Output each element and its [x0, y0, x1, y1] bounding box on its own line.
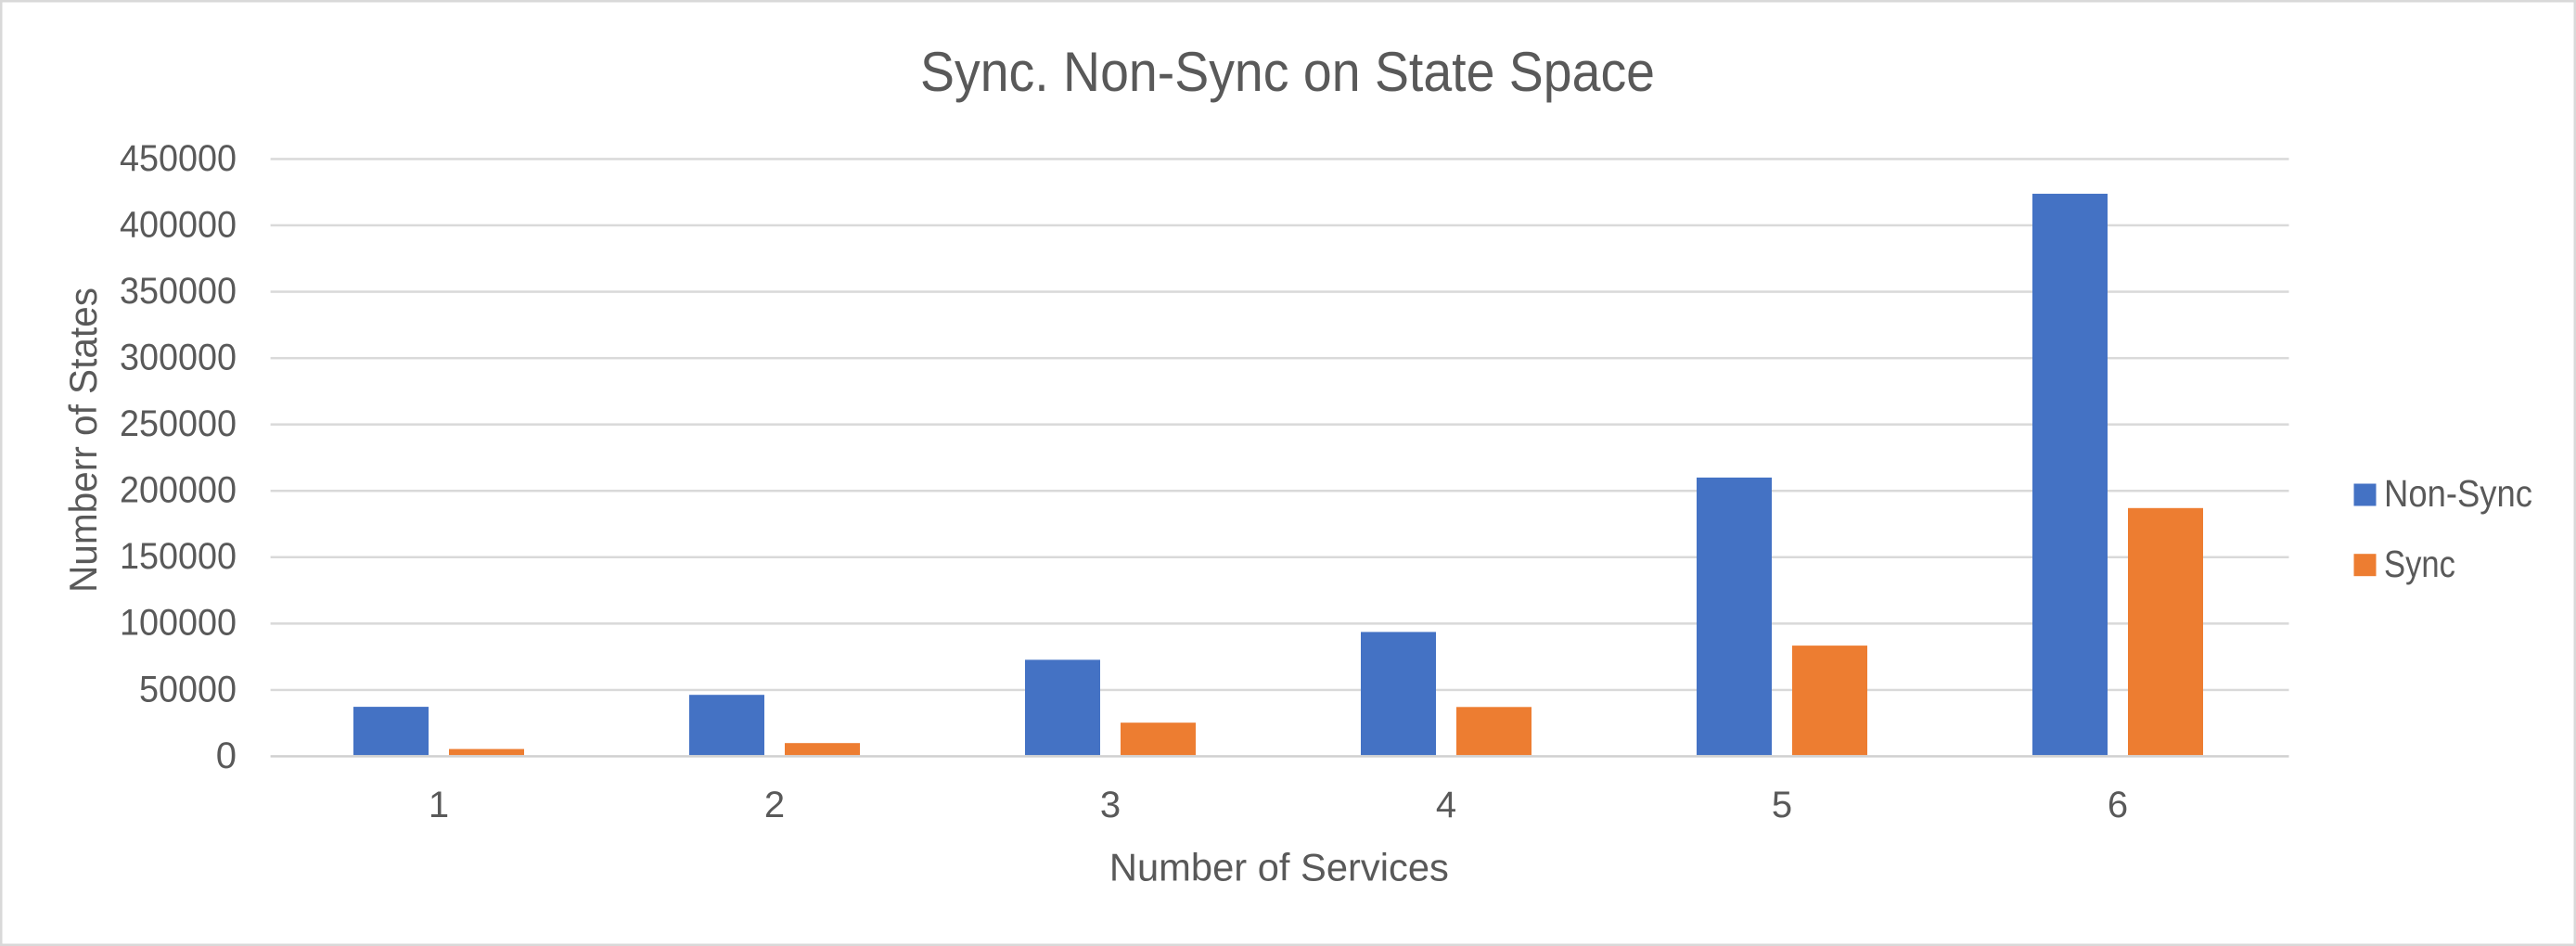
svg-text:100000: 100000: [120, 603, 237, 644]
svg-text:450000: 450000: [120, 138, 237, 179]
svg-text:300000: 300000: [120, 338, 237, 378]
svg-text:4: 4: [1436, 785, 1456, 825]
svg-text:50000: 50000: [139, 669, 237, 710]
svg-text:2: 2: [764, 785, 785, 825]
svg-text:Sync: Sync: [2384, 543, 2455, 585]
svg-text:1: 1: [429, 785, 449, 825]
svg-text:Number of Services: Number of Services: [1109, 846, 1449, 889]
svg-text:200000: 200000: [120, 470, 237, 511]
svg-text:0: 0: [216, 735, 237, 776]
svg-text:250000: 250000: [120, 403, 237, 444]
svg-text:150000: 150000: [120, 536, 237, 577]
svg-text:Non-Sync: Non-Sync: [2384, 472, 2532, 515]
svg-text:6: 6: [2108, 785, 2128, 825]
svg-text:5: 5: [1772, 785, 1792, 825]
svg-text:Sync. Non-Sync on State Space: Sync. Non-Sync on State Space: [920, 41, 1655, 103]
svg-text:350000: 350000: [120, 271, 237, 312]
svg-text:Numberr of States: Numberr of States: [61, 288, 105, 593]
svg-text:400000: 400000: [120, 204, 237, 245]
svg-text:3: 3: [1100, 785, 1121, 825]
